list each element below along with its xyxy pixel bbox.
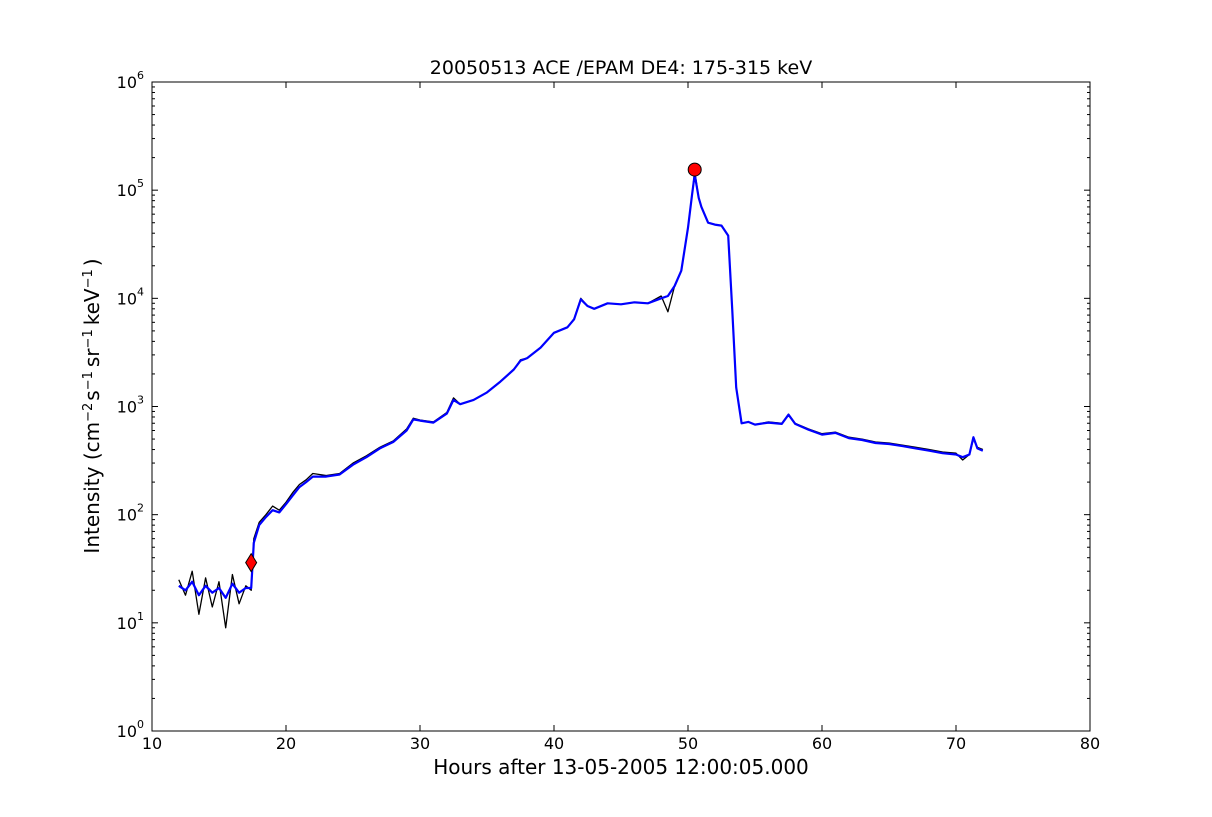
series-line-raw bbox=[178, 170, 984, 629]
y-label-suffix: ) bbox=[80, 258, 104, 266]
x-tick-label: 70 bbox=[946, 734, 966, 753]
y-tick-label: 103 bbox=[117, 394, 144, 417]
series-line-smoothed bbox=[178, 173, 984, 599]
peak-marker bbox=[687, 162, 702, 177]
y-label-sup1: −2 bbox=[81, 403, 96, 422]
y-tick-label: 102 bbox=[117, 502, 144, 525]
y-tick-label: 101 bbox=[117, 610, 144, 633]
y-tick-label: 104 bbox=[117, 285, 144, 308]
x-tick-label: 30 bbox=[410, 734, 430, 753]
y-tick-label: 106 bbox=[117, 69, 144, 92]
chart-title: 20050513 ACE /EPAM DE4: 175-315 keV bbox=[430, 57, 812, 79]
x-tick-label: 80 bbox=[1080, 734, 1100, 753]
x-axis: 10 20 30 40 50 60 70 80 bbox=[142, 82, 1100, 753]
plot-frame bbox=[151, 81, 1091, 732]
y-tick-label: 105 bbox=[117, 177, 144, 200]
series-layer bbox=[178, 170, 984, 629]
y-label-part3: sr bbox=[80, 348, 104, 367]
y-tick-label: 100 bbox=[117, 718, 144, 741]
y-label-sup4: −1 bbox=[81, 269, 96, 288]
onset-marker bbox=[245, 552, 258, 573]
x-tick-label: 60 bbox=[812, 734, 832, 753]
x-tick-label: 40 bbox=[544, 734, 564, 753]
y-axis: 100 101 102 103 104 105 106 bbox=[117, 69, 1090, 741]
y-label-sup2: −1 bbox=[81, 371, 96, 390]
x-tick-label: 20 bbox=[276, 734, 296, 753]
y-label-prefix: Intensity (cm bbox=[80, 422, 104, 554]
y-axis-label: Intensity (cm−2s−1sr−1keV−1) bbox=[80, 258, 104, 553]
marker-layer bbox=[245, 162, 702, 573]
x-axis-label: Hours after 13-05-2005 12:00:05.000 bbox=[433, 755, 809, 779]
x-tick-label: 50 bbox=[678, 734, 698, 753]
y-label-part2: s bbox=[80, 390, 104, 400]
y-label-sup3: −1 bbox=[81, 329, 96, 348]
x-tick-label: 10 bbox=[142, 734, 162, 753]
y-label-part4: keV bbox=[80, 288, 104, 325]
